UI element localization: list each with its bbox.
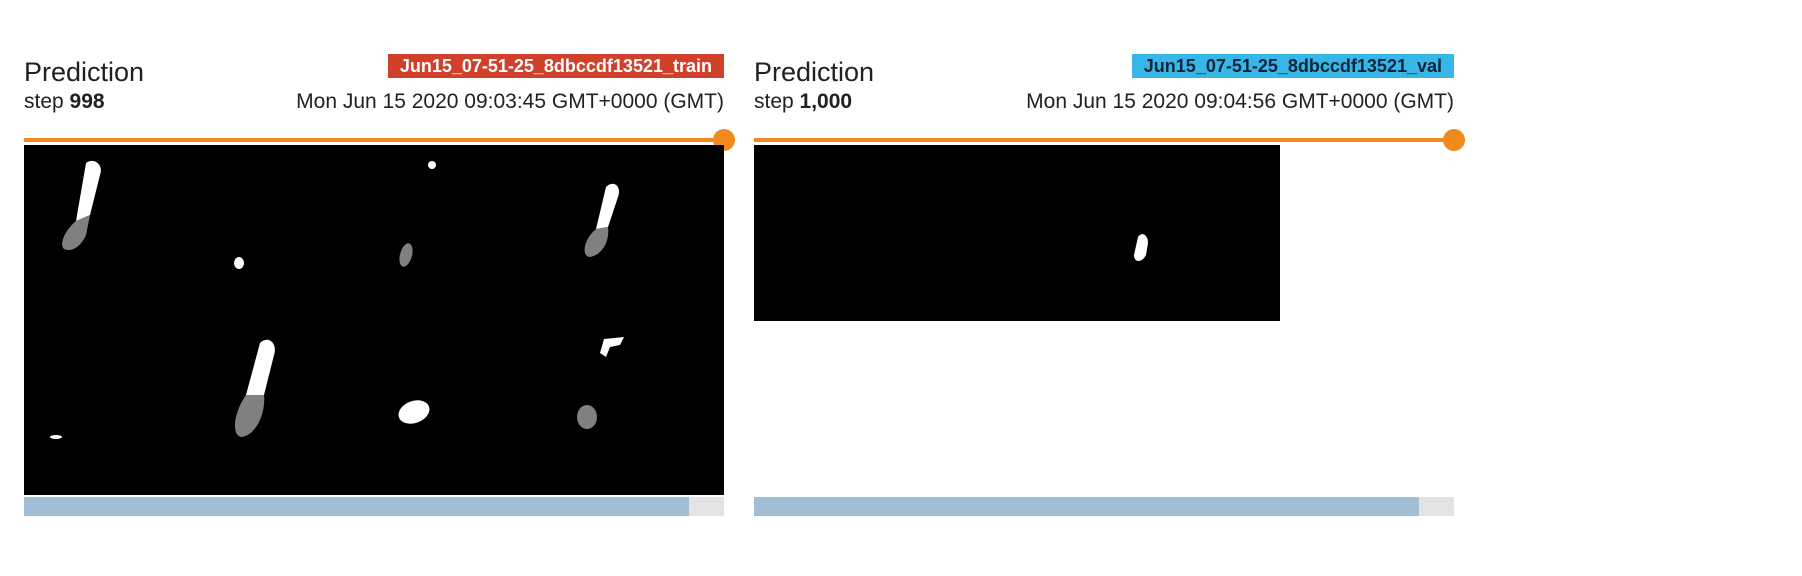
slider-track xyxy=(24,138,724,142)
step-indicator: step 998 xyxy=(24,89,105,115)
image-card-val: Jun15_07-51-25_8dbccdf13521_val Predicti… xyxy=(754,0,1465,576)
image-card-train: Jun15_07-51-25_8dbccdf13521_train Predic… xyxy=(24,0,735,576)
segmentation-mask-grid xyxy=(50,160,624,439)
step-label: step xyxy=(24,90,64,113)
run-tag-train: Jun15_07-51-25_8dbccdf13521_train xyxy=(387,54,724,78)
step-indicator: step 1,000 xyxy=(754,89,852,115)
card-title: Prediction xyxy=(754,57,875,87)
horizontal-scrollbar[interactable] xyxy=(754,497,1454,516)
card-title: Prediction xyxy=(24,57,145,87)
step-value: 998 xyxy=(69,90,105,113)
run-tag-val: Jun15_07-51-25_8dbccdf13521_val xyxy=(1131,54,1454,78)
segmentation-mask xyxy=(1134,234,1148,261)
timestamp: Mon Jun 15 2020 09:03:45 GMT+0000 (GMT) xyxy=(296,90,724,113)
slider-thumb[interactable] xyxy=(1443,129,1465,151)
slider-track xyxy=(754,138,1454,142)
prediction-image xyxy=(24,145,724,495)
timestamp: Mon Jun 15 2020 09:04:56 GMT+0000 (GMT) xyxy=(1026,90,1454,113)
step-value: 1,000 xyxy=(799,90,853,113)
horizontal-scrollbar[interactable] xyxy=(24,497,724,516)
step-slider[interactable] xyxy=(754,128,1465,152)
prediction-image xyxy=(754,145,1280,321)
scrollbar-thumb[interactable] xyxy=(24,497,689,516)
step-label: step xyxy=(754,90,794,113)
scrollbar-thumb[interactable] xyxy=(754,497,1419,516)
